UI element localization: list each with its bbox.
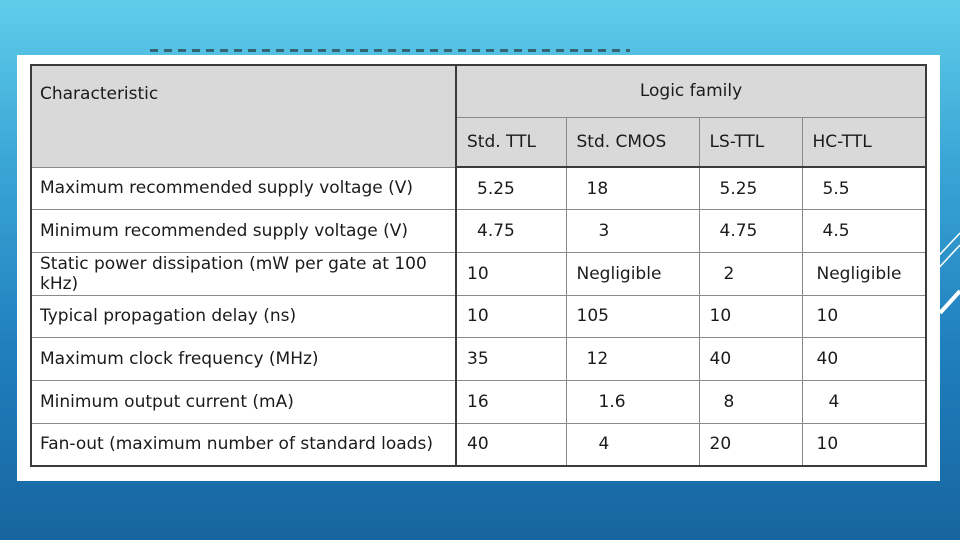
cell-ls-ttl: 8	[698, 380, 803, 424]
cell-std-ttl: 40	[455, 422, 567, 467]
table-row: Minimum recommended supply voltage (V) 4…	[30, 209, 927, 253]
cell-std-cmos: 12	[565, 337, 700, 382]
characteristic-header: Characteristic	[30, 64, 457, 168]
cell-ls-ttl: 20	[698, 422, 803, 467]
row-label: Minimum output current (mA)	[30, 380, 457, 424]
cell-std-ttl: 4.75	[455, 209, 567, 253]
clipped-text-fragment	[150, 38, 630, 52]
cell-hc-ttl: 4.5	[801, 209, 927, 253]
table-row: Maximum recommended supply voltage (V) 5…	[30, 166, 927, 211]
cell-hc-ttl: 10	[801, 294, 927, 339]
cell-hc-ttl: Negligible	[801, 251, 927, 296]
header-row-2: Std. TTL Std. CMOS LS-TTL HC-TTL	[31, 116, 927, 168]
cell-hc-ttl: 10	[801, 422, 927, 467]
cell-std-cmos: 105	[565, 294, 700, 339]
cell-hc-ttl: 40	[801, 337, 927, 382]
logic-family-header: Logic family	[455, 64, 927, 118]
logic-family-table: Characteristic Logic family Std. TTL Std…	[30, 64, 927, 467]
row-label: Typical propagation delay (ns)	[30, 294, 457, 339]
row-label: Maximum recommended supply voltage (V)	[30, 166, 457, 211]
column-header-std-cmos: Std. CMOS	[565, 116, 700, 168]
header-row-1: Characteristic Logic family	[30, 64, 927, 168]
cell-std-ttl: 10	[455, 294, 567, 339]
cell-std-ttl: 35	[455, 337, 567, 382]
column-header-std-ttl: Std. TTL	[455, 116, 567, 168]
cell-std-ttl: 10	[455, 251, 567, 296]
cell-std-cmos: 3	[565, 209, 700, 253]
cell-std-ttl: 5.25	[455, 166, 567, 211]
column-header-hc-ttl: HC-TTL	[801, 116, 927, 168]
row-label: Minimum recommended supply voltage (V)	[30, 209, 457, 253]
row-label: Static power dissipation (mW per gate at…	[30, 251, 457, 296]
row-label: Fan-out (maximum number of standard load…	[30, 422, 457, 467]
cell-std-cmos: 4	[565, 422, 700, 467]
table-panel: Characteristic Logic family Std. TTL Std…	[17, 55, 940, 481]
row-label: Maximum clock frequency (MHz)	[30, 337, 457, 382]
cell-std-ttl: 16	[455, 380, 567, 424]
cell-std-cmos: 18	[565, 166, 700, 211]
cell-std-cmos: 1.6	[565, 380, 700, 424]
cell-ls-ttl: 10	[698, 294, 803, 339]
table-row: Fan-out (maximum number of standard load…	[30, 422, 927, 467]
cell-ls-ttl: 4.75	[698, 209, 803, 253]
cell-ls-ttl: 2	[698, 251, 803, 296]
column-header-ls-ttl: LS-TTL	[698, 116, 803, 168]
table-row: Static power dissipation (mW per gate at…	[30, 251, 927, 296]
cell-hc-ttl: 5.5	[801, 166, 927, 211]
cell-hc-ttl: 4	[801, 380, 927, 424]
cell-std-cmos: Negligible	[565, 251, 700, 296]
cell-ls-ttl: 40	[698, 337, 803, 382]
table-row: Minimum output current (mA) 16 1.6 8 4	[30, 380, 927, 424]
table-row: Maximum clock frequency (MHz) 35 12 40 4…	[30, 337, 927, 382]
cell-ls-ttl: 5.25	[698, 166, 803, 211]
table-row: Typical propagation delay (ns) 10 105 10…	[30, 294, 927, 339]
